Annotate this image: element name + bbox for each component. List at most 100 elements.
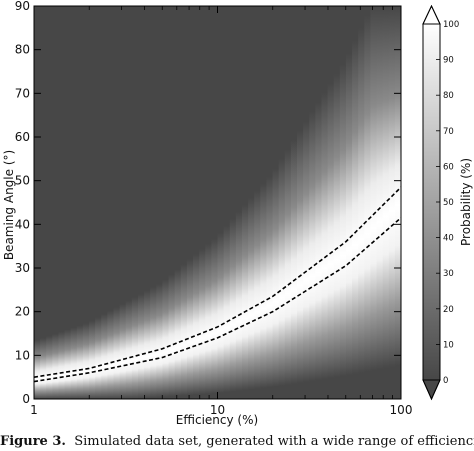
heatmap-column [168, 274, 176, 397]
heatmap-column [76, 325, 84, 399]
heatmap-column [370, 6, 378, 371]
heatmap-column [284, 149, 292, 385]
heatmap-column [186, 259, 194, 396]
heatmap-column [241, 204, 249, 391]
heatmap-column [58, 331, 66, 399]
heatmap-column [101, 314, 109, 399]
heatmap-column [309, 111, 317, 381]
colorbar-tick-label: 60 [443, 162, 454, 172]
y-tick-label: 80 [15, 43, 30, 57]
heatmap-column [52, 333, 60, 399]
heatmap-column [64, 329, 72, 399]
heatmap-column [107, 310, 115, 399]
heatmap-column [315, 102, 323, 380]
heatmap-column [40, 338, 48, 399]
colorbar-tick-label: 0 [443, 376, 448, 386]
y-tick-label: 10 [15, 348, 30, 362]
heatmap-column [266, 176, 274, 388]
heatmap-column [394, 6, 401, 366]
heatmap-column [382, 6, 390, 369]
y-tick-label: 90 [15, 0, 30, 13]
heatmap-column [46, 335, 54, 399]
heatmap-column [125, 300, 133, 399]
y-axis: 0 10 20 30 40 50 60 70 80 90 [15, 0, 401, 406]
heatmap-column [290, 140, 298, 384]
heatmap-column [211, 238, 219, 394]
heatmap-column [327, 83, 335, 379]
heatmap-column [217, 232, 225, 393]
heatmap-column [333, 73, 341, 378]
colorbar: 0 10 20 30 40 50 60 70 80 90 100 Probability (%) [422, 4, 473, 401]
heatmap-column [345, 53, 353, 376]
x-axis: 1 10 100 [30, 6, 412, 417]
heatmap-columns [34, 6, 401, 399]
heatmap-column [70, 327, 78, 399]
heatmap-column [205, 244, 213, 394]
y-tick-label: 20 [15, 305, 30, 319]
heatmap-column [248, 197, 255, 390]
x-tick-label: 10 [210, 403, 225, 417]
y-tick-label: 40 [15, 217, 30, 231]
heatmap-column [303, 121, 311, 382]
colorbar-tick-label: 20 [443, 305, 454, 315]
heatmap-column [272, 168, 280, 387]
colorbar-tick-label: 40 [443, 234, 454, 244]
colorbar-tick-label: 10 [443, 340, 454, 350]
heatmap-column [131, 297, 139, 399]
heatmap-column [150, 287, 158, 398]
heatmap-column [193, 254, 200, 395]
colorbar-gradient [423, 24, 440, 380]
colorbar-tick-label: 50 [443, 198, 454, 208]
heatmap-column [364, 15, 372, 372]
heatmap-column [89, 320, 96, 399]
colorbar-tick-label: 80 [443, 91, 454, 101]
colorbar-tick-label: 30 [443, 269, 454, 279]
heatmap-column [137, 293, 145, 399]
colorbar-extend-bottom [422, 379, 441, 401]
heatmap-column [34, 340, 41, 399]
heatmap-column [199, 249, 207, 395]
heatmap-column [339, 64, 347, 377]
heatmap-column [388, 6, 396, 368]
heatmap-column [223, 225, 231, 393]
colorbar-tick-label: 90 [443, 56, 454, 66]
colorbar-ticks: 0 10 20 30 40 50 60 70 80 90 100 [436, 20, 459, 386]
heatmap-column [95, 317, 103, 399]
heatmap-column [376, 6, 384, 370]
heatmap-column [321, 92, 329, 380]
colorbar-tick-label: 70 [443, 127, 454, 137]
y-tick-label: 50 [15, 174, 30, 188]
heatmap-column [174, 269, 182, 397]
contour-line-2 [34, 217, 401, 383]
colorbar-tick-label: 100 [443, 20, 459, 30]
y-axis-label: Beaming Angle (°) [2, 150, 16, 260]
caption-label: Figure 3. [0, 434, 66, 449]
contour-line-1 [34, 186, 401, 378]
heatmap-column [113, 307, 121, 399]
heatmap-column [235, 211, 243, 391]
colorbar-label: Probability (%) [459, 158, 473, 246]
heatmap-column [156, 283, 164, 398]
y-tick-label: 60 [15, 130, 30, 144]
heatmap-column [180, 264, 188, 396]
heatmap-column [358, 27, 366, 373]
contour-lines [34, 186, 401, 383]
x-axis-label: Efficiency (%) [176, 413, 258, 427]
heatmap-column [82, 323, 90, 399]
y-tick-label: 0 [22, 392, 30, 406]
heatmap-area [34, 6, 401, 399]
heatmap-column [229, 218, 237, 392]
colorbar-extend-top [422, 4, 441, 25]
y-tick-label: 30 [15, 261, 30, 275]
heatmap-column [119, 304, 127, 399]
heatmap-column [162, 279, 170, 397]
caption-text: Simulated data set, generated with a wid… [74, 434, 474, 449]
x-tick-label: 1 [30, 403, 38, 417]
heatmap-column [144, 290, 152, 399]
heatmap-column [254, 190, 262, 389]
heatmap-column [278, 159, 286, 386]
x-tick-label: 100 [390, 403, 413, 417]
heatmap-column [352, 40, 359, 374]
y-tick-label: 70 [15, 86, 30, 100]
